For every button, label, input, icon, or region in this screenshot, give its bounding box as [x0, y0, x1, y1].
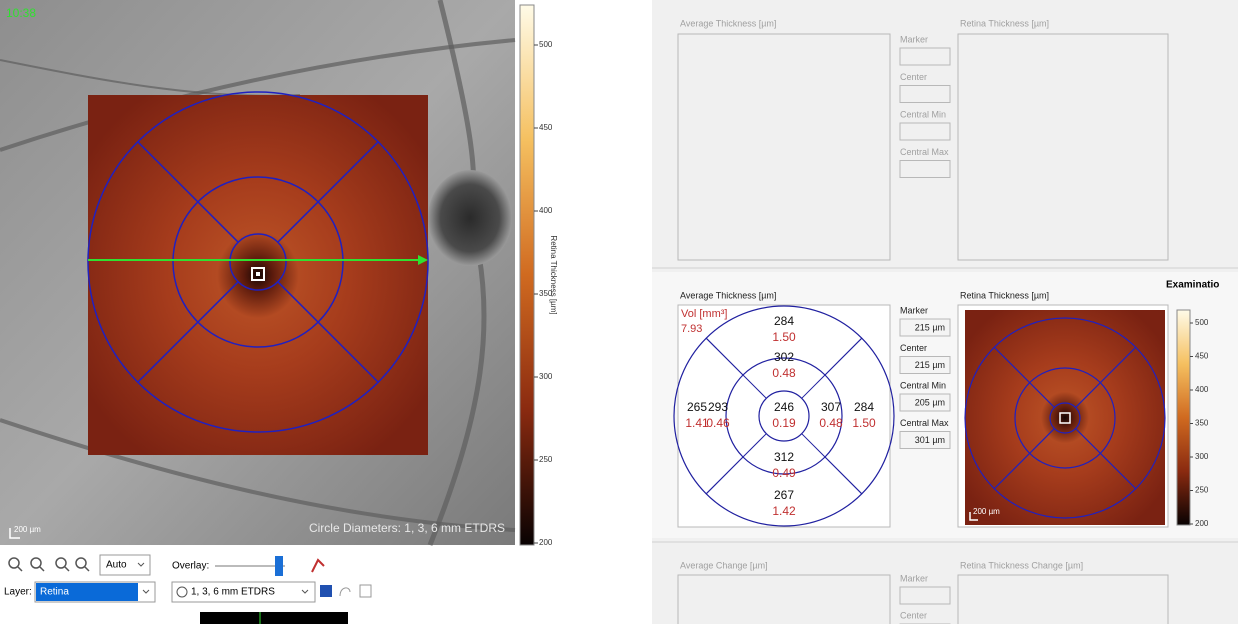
group-title: Average Thickness [µm] — [680, 290, 776, 300]
colorbar-small — [1177, 310, 1190, 525]
fit-icon[interactable] — [320, 585, 332, 597]
bottom-strip — [200, 612, 348, 624]
field-label: Marker — [900, 573, 928, 583]
field-box — [900, 86, 950, 103]
sector-volume: 1.50 — [772, 330, 796, 344]
screen: 10:38 200 µm Circle Diameters: 1, 3, 6 mm … — [0, 0, 1238, 624]
timestamp: 10:38 — [6, 6, 36, 20]
total-volume: 7.93 — [681, 323, 702, 335]
sector-volume: 1.42 — [772, 504, 796, 518]
field-value: 215 µm — [915, 322, 945, 332]
colorbar-tick-label: 500 — [1195, 318, 1209, 327]
colorbar-tick-label: 400 — [539, 206, 553, 215]
section-header: Examinatio — [1166, 280, 1219, 291]
optic-disc — [428, 170, 512, 266]
sector-volume: 0.19 — [772, 416, 796, 430]
colorbar-tick-label: 450 — [539, 123, 553, 132]
scale-bar-label: 200 µm — [973, 507, 1000, 516]
sector-thickness: 302 — [774, 350, 794, 364]
colorbar-tick-label: 250 — [1195, 486, 1209, 495]
page: { "fundus_view": { "timestamp": "10:38",… — [0, 0, 1238, 624]
field-label: Central Min — [900, 109, 946, 119]
field-label: Marker — [900, 34, 928, 44]
field-label: Central Max — [900, 147, 949, 157]
sector-thickness: 284 — [774, 314, 794, 328]
field-label: Central Max — [900, 418, 949, 428]
colorbar-tick-label: 300 — [539, 372, 553, 381]
sector-thickness: 293 — [708, 400, 728, 414]
overlay-slider-thumb[interactable] — [275, 556, 283, 576]
overlay-label: Overlay: — [172, 561, 209, 572]
group-title: Average Thickness [µm] — [680, 18, 776, 28]
circle-caption: Circle Diameters: 1, 3, 6 mm ETDRS — [309, 521, 505, 535]
colorbar-tick-label: 250 — [539, 455, 553, 464]
field-label: Center — [900, 610, 927, 620]
sector-thickness: 265 — [687, 400, 707, 414]
thickness-map-small — [965, 310, 1165, 525]
field-box — [900, 161, 950, 178]
colorbar-tick-label: 200 — [1195, 519, 1209, 528]
field-box — [900, 123, 950, 140]
sector-volume: 0.46 — [706, 416, 730, 430]
colorbar-label: Retina Thickness [µm] — [549, 235, 558, 314]
field-value: 301 µm — [915, 435, 945, 445]
colorbar-tick-label: 450 — [1195, 352, 1209, 361]
group-title: Average Change [µm] — [680, 560, 768, 570]
zoom-mode: Auto — [106, 560, 127, 571]
field-box — [900, 48, 950, 65]
field-label: Marker — [900, 305, 928, 315]
colorbar — [520, 5, 534, 545]
sector-volume: 0.49 — [772, 466, 796, 480]
volume-label: Vol [mm³] — [681, 308, 727, 320]
field-value: 205 µm — [915, 397, 945, 407]
colorbar-tick-label: 300 — [1195, 452, 1209, 461]
field-label: Central Min — [900, 380, 946, 390]
field-value: 215 µm — [915, 360, 945, 370]
scale-bar-label: 200 µm — [14, 525, 41, 534]
field-label: Center — [900, 343, 927, 353]
grid-value: 1, 3, 6 mm ETDRS — [191, 587, 275, 598]
group-title: Retina Thickness Change [µm] — [960, 560, 1083, 570]
sector-volume: 0.48 — [772, 366, 796, 380]
group-title: Retina Thickness [µm] — [960, 18, 1049, 28]
sector-volume: 0.48 — [819, 416, 843, 430]
field-label: Center — [900, 72, 927, 82]
layer-label: Layer: — [4, 587, 32, 598]
sector-volume: 1.50 — [852, 416, 876, 430]
sector-volume: 1.41 — [685, 416, 709, 430]
fovea-marker-dot — [256, 272, 260, 276]
sector-thickness: 312 — [774, 450, 794, 464]
sector-thickness: 307 — [821, 400, 841, 414]
sector-thickness: 246 — [774, 400, 794, 414]
colorbar-tick-label: 200 — [539, 538, 553, 547]
sector-thickness: 284 — [854, 400, 874, 414]
group-title: Retina Thickness [µm] — [960, 290, 1049, 300]
sector-thickness: 267 — [774, 488, 794, 502]
colorbar-tick-label: 350 — [1195, 419, 1209, 428]
layer-value: Retina — [40, 587, 69, 598]
colorbar-tick-label: 500 — [539, 40, 553, 49]
field-box — [900, 587, 950, 604]
colorbar-tick-label: 400 — [1195, 385, 1209, 394]
